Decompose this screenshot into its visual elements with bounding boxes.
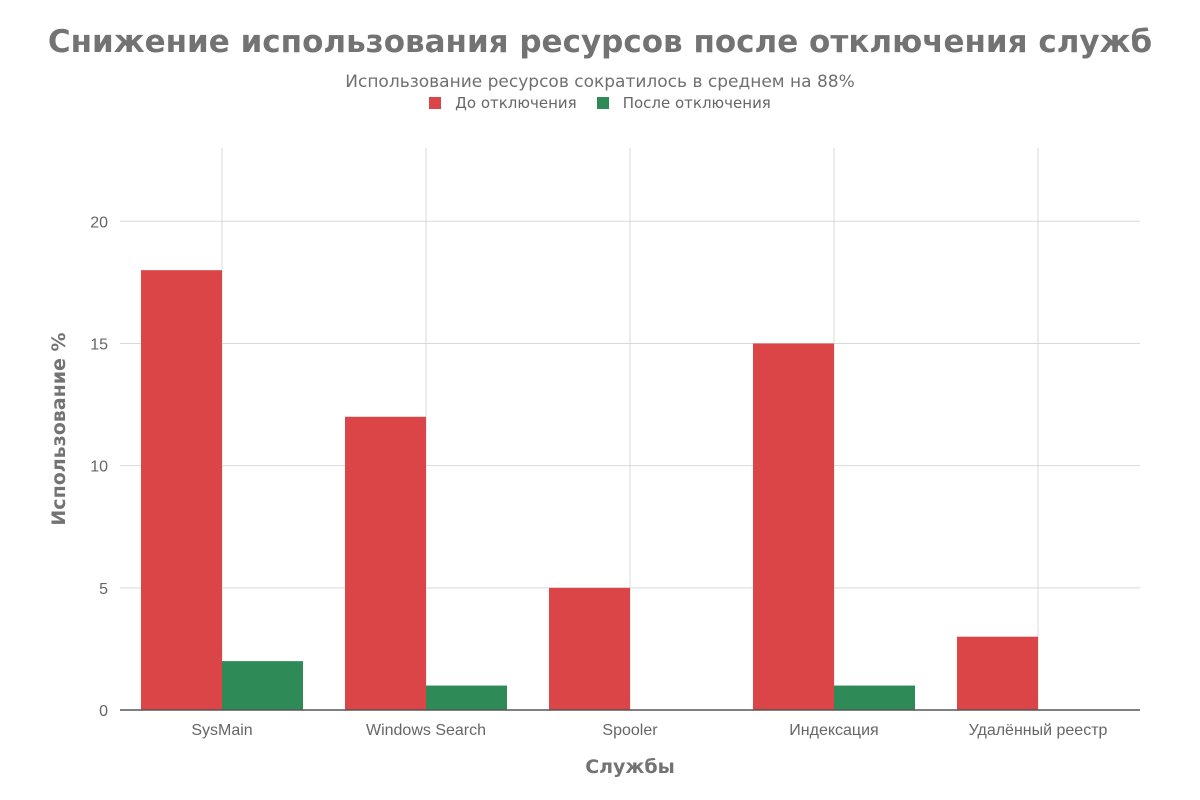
legend-label-before: До отключения xyxy=(455,94,577,112)
y-tick-label: 0 xyxy=(99,703,108,720)
bar-after xyxy=(426,685,507,710)
legend-swatch-before xyxy=(429,97,442,109)
bars-layer xyxy=(141,270,1038,710)
axes-layer: 0 5 10 15 20 SysMain Windows Search Spooler Инде… xyxy=(90,214,1140,739)
bar-before xyxy=(141,270,222,710)
bar-before xyxy=(549,587,630,710)
x-tick-label: Spooler xyxy=(602,722,658,739)
y-tick-label: 10 xyxy=(90,459,108,476)
chart-title: Снижение использования ресурсов после от… xyxy=(47,24,1153,60)
chart-legend: До отключения После отключения xyxy=(0,94,1200,112)
x-tick-label: Удалённый реестр xyxy=(969,722,1108,739)
bar-after xyxy=(222,661,303,710)
chart-subtitle: Использование ресурсов сократилось в сре… xyxy=(345,72,855,92)
bar-before xyxy=(753,343,834,710)
legend-label-after: После отключения xyxy=(622,94,771,112)
y-axis-title: Использование % xyxy=(48,332,70,525)
bar-before xyxy=(957,636,1038,710)
bar-after xyxy=(834,685,915,710)
x-tick-label: Индексация xyxy=(789,722,878,739)
y-tick-label: 15 xyxy=(90,336,108,353)
bar-before xyxy=(345,416,426,710)
legend-swatch-after xyxy=(596,97,609,109)
y-tick-label: 20 xyxy=(90,214,108,231)
legend-item-after[interactable]: После отключения xyxy=(596,94,771,112)
x-axis-title: Службы xyxy=(585,756,675,778)
y-tick-label: 5 xyxy=(99,581,108,598)
x-tick-label: SysMain xyxy=(191,722,252,739)
x-tick-label: Windows Search xyxy=(366,722,486,739)
legend-item-before[interactable]: До отключения xyxy=(429,94,577,112)
